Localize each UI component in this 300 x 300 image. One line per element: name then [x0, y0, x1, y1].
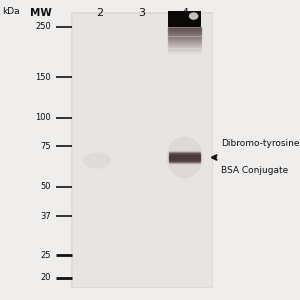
Text: 25: 25: [40, 251, 51, 260]
Text: 150: 150: [35, 73, 51, 82]
Text: 2: 2: [96, 8, 103, 17]
Text: Dibromo-tyrosine: Dibromo-tyrosine: [221, 140, 300, 148]
Ellipse shape: [166, 136, 203, 178]
Bar: [73, 14, 212, 286]
Text: BSA Conjugate: BSA Conjugate: [221, 167, 289, 176]
Ellipse shape: [83, 152, 111, 169]
Text: 250: 250: [35, 22, 51, 31]
Bar: [71, 12, 213, 288]
Text: MW: MW: [31, 8, 52, 17]
Text: 20: 20: [40, 273, 51, 282]
Text: 37: 37: [40, 212, 51, 221]
Ellipse shape: [189, 12, 198, 20]
Text: 100: 100: [35, 113, 51, 122]
Text: 3: 3: [139, 8, 145, 17]
Bar: [168, 11, 201, 27]
Text: 75: 75: [40, 142, 51, 151]
Text: 50: 50: [40, 182, 51, 191]
Text: kDa: kDa: [2, 8, 20, 16]
Text: 4: 4: [181, 8, 188, 17]
